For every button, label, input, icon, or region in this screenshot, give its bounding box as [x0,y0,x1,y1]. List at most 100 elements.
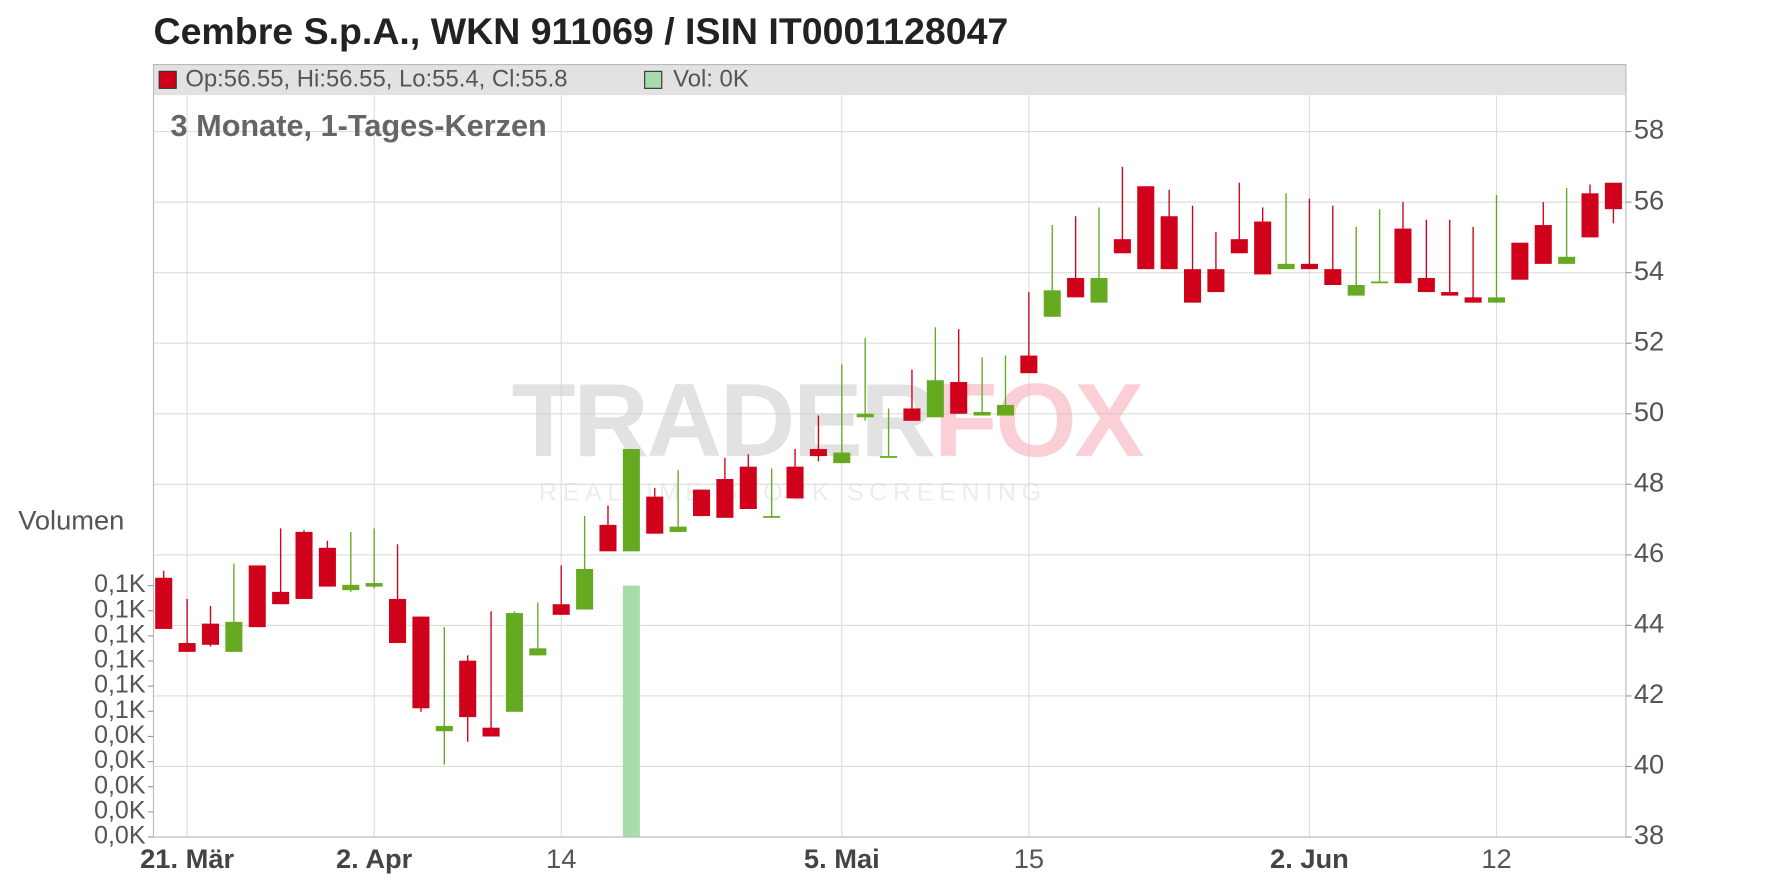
y2-tick-label: 0,0K [94,797,146,825]
legend-swatch [644,70,663,89]
candle-body [1043,290,1061,317]
candle-body [1160,216,1178,270]
y2-tick-label: 0,0K [94,822,146,850]
candle-body [225,621,243,652]
candle-body [318,547,336,587]
candle-body [1534,225,1552,264]
candle-body [739,466,757,509]
legend-swatch [158,70,177,89]
y-tick-label: 54 [1634,255,1664,286]
legend-text: Vol: 0K [673,66,749,93]
x-tick-label: 2. Jun [1270,843,1349,874]
y2-tick-label: 0,0K [94,721,146,749]
candle-body [1371,281,1389,284]
candle-body [1113,239,1131,254]
x-tick-label: 15 [1014,843,1044,874]
candle-body [1558,256,1576,264]
candle-body [786,466,804,499]
marks [155,166,1622,838]
candle-body [155,577,173,629]
candle-body [1417,277,1435,293]
plot-border [152,63,1627,838]
x-tick-label: 2. Apr [336,843,413,874]
y2-axis-label: Volumen [18,504,124,535]
candle-body [576,568,594,610]
candle-body [1184,269,1202,303]
y2-tick-label: 0,1K [94,620,146,648]
x-tick-label: 21. Mär [140,843,234,874]
candle-body [295,531,313,599]
candle-body [412,616,430,709]
candle-body [1581,193,1599,238]
y-tick-label: 44 [1634,608,1664,639]
candle-body [646,496,664,534]
y-tick-label: 52 [1634,325,1664,356]
candle-body [1347,285,1365,296]
x-tick-label: 12 [1481,843,1511,874]
candle-body [1300,263,1318,270]
volume-bar [622,585,640,838]
y-tick-label: 50 [1634,396,1664,427]
candle-body [950,382,968,414]
candle-body [1137,186,1155,270]
candle-body [669,526,687,532]
candle-body [763,516,781,518]
watermark-logo: TRADERFOX [512,362,1144,479]
candle-body [1020,355,1038,374]
candle-body [1464,297,1482,303]
y-tick-label: 56 [1634,184,1664,215]
candle-body [529,648,547,656]
y-tick-label: 40 [1634,749,1664,780]
candle-body [552,604,570,615]
candle-body [248,565,266,628]
candle-body [856,413,874,418]
candle-body [505,613,523,712]
chart-title: Cembre S.p.A., WKN 911069 / ISIN IT00011… [153,10,1008,52]
candle-body [1324,269,1342,286]
candle-body [1441,292,1459,296]
candle-body [1604,182,1622,210]
y2-tick-label: 0,1K [94,595,146,623]
y-tick-label: 46 [1634,537,1664,568]
y-tick-label: 42 [1634,678,1664,709]
candle-body [178,643,196,652]
candle-body [1277,263,1295,270]
candle-body [482,727,500,737]
y2-tick-label: 0,1K [94,696,146,724]
x-tick-label: 14 [546,843,576,874]
candle-body [201,623,220,645]
candle-body [880,456,898,458]
candle-body [1254,221,1272,275]
candle-body [1511,242,1529,280]
candle-body [1394,228,1412,284]
candle-body [1090,277,1108,303]
y-tick-label: 58 [1634,114,1664,145]
candle-body [1230,239,1248,254]
candle-body [926,380,944,418]
candle-body [903,408,921,421]
y-tick-label: 38 [1634,819,1664,850]
candle-body [973,411,991,416]
candle-body [342,584,360,591]
legend-bar [153,64,1626,96]
candle-body [1487,297,1506,303]
candle-body [1067,277,1085,298]
candle-body [622,449,640,552]
candle-body [692,489,711,517]
y2-tick-label: 0,0K [94,771,146,799]
candle-body [272,591,290,605]
y2-tick-label: 0,1K [94,646,146,674]
candle-body [996,404,1015,416]
chart-subtitle: 3 Monate, 1-Tages-Kerzen [171,109,547,143]
candle-body [459,660,477,718]
x-tick-label: 5. Mai [804,843,880,874]
legend-text: Op:56.55, Hi:56.55, Lo:55.4, Cl:55.8 [185,66,567,93]
y2-tick-label: 0,1K [94,570,146,598]
candle-body [365,583,383,587]
y2-tick-label: 0,1K [94,671,146,699]
watermark-part: TRADER [512,362,935,479]
y-tick-label: 48 [1634,467,1664,498]
candle-body [809,449,827,457]
candle-body [1207,269,1225,293]
